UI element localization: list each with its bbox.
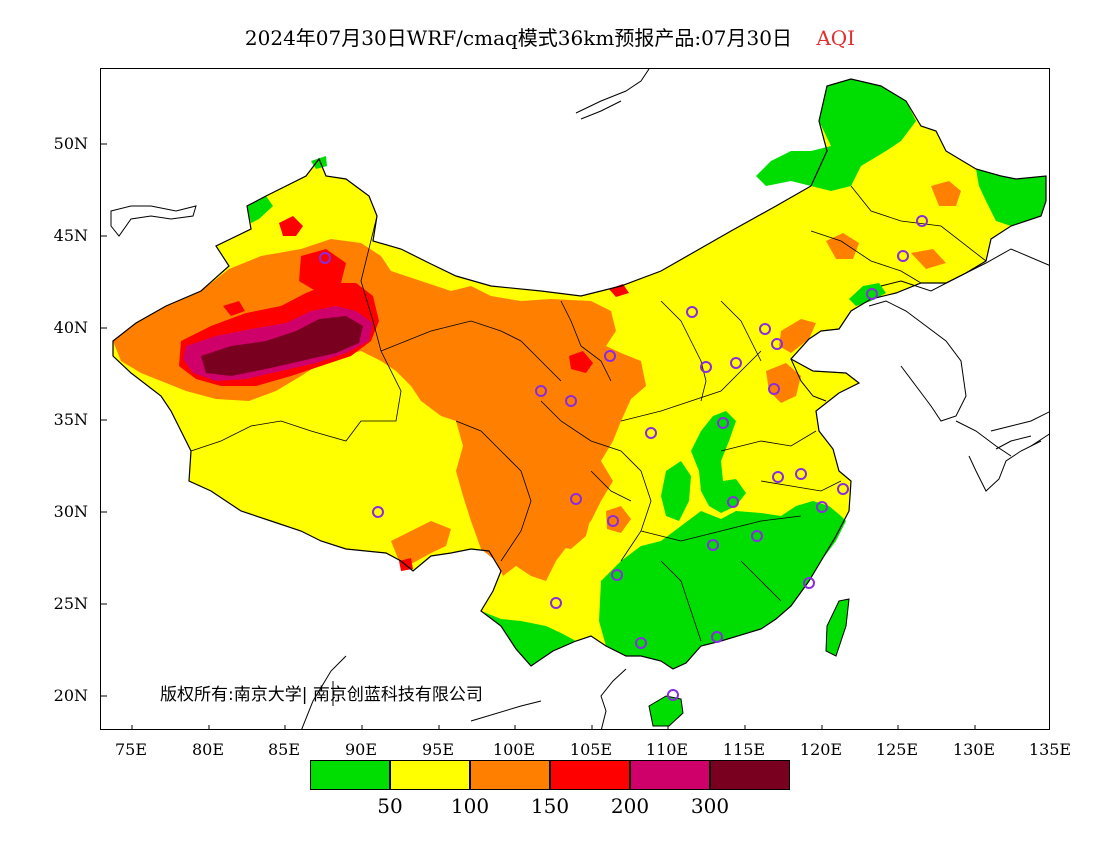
region-usg-northeast-2 <box>826 233 859 259</box>
province-borders <box>190 185 987 642</box>
lon-tick-label: 135E <box>1028 740 1072 759</box>
region-unhealthy-dot-1 <box>279 216 303 236</box>
station-marker <box>916 215 928 227</box>
station-marker <box>751 530 763 542</box>
region-usg-tibet-south <box>391 521 451 563</box>
lon-tick-label: 95E <box>421 740 455 759</box>
region-usg-beijing <box>779 319 816 353</box>
station-marker <box>897 250 909 262</box>
region-unhealthy-dot-3 <box>223 301 245 316</box>
region-usg-inner-mongolia <box>549 319 579 351</box>
region-usg-northeast-3 <box>911 249 946 269</box>
lat-tick-label: 50N <box>53 134 88 153</box>
lon-tick-label: 90E <box>344 740 378 759</box>
lon-tick-label: 105E <box>569 740 613 759</box>
region-unhealthy-north-xj <box>299 249 346 293</box>
legend-swatch-unhealthy <box>550 760 630 790</box>
lat-tick-label: 35N <box>53 410 88 429</box>
lon-tick-label: 125E <box>875 740 919 759</box>
region-good-xinjiang-tip <box>311 156 327 169</box>
lat-tick-label: 30N <box>53 502 88 521</box>
station-marker <box>707 539 719 551</box>
station-marker <box>700 361 712 373</box>
lat-tick-label: 25N <box>53 594 88 613</box>
lat-tick-label: 45N <box>53 226 88 245</box>
lat-tick-label: 20N <box>53 686 88 705</box>
region-unhealthy-dot-2 <box>569 351 593 373</box>
lon-tick-label: 115E <box>722 740 766 759</box>
copyright-text: 版权所有:南京大学| 南京创蓝科技有限公司 <box>160 685 483 705</box>
lat-tick-label: 40N <box>53 318 88 337</box>
lon-tick-label: 110E <box>645 740 689 759</box>
figure-title: 2024年07月30日WRF/cmaq模式36km预报产品:07月30日 AQI <box>0 22 1100 51</box>
station-marker <box>866 288 878 300</box>
region-good-southwest <box>481 611 576 666</box>
station-marker <box>759 323 771 335</box>
region-good-northeast <box>756 79 916 191</box>
lon-tick-label: 130E <box>952 740 996 759</box>
station-marker <box>771 338 783 350</box>
map-frame <box>100 68 1050 730</box>
legend-label: 200 <box>610 794 650 818</box>
lon-tick-label: 100E <box>492 740 536 759</box>
legend-swatch-very-unhealthy <box>630 760 710 790</box>
station-marker <box>768 383 780 395</box>
map-canvas <box>101 69 1049 729</box>
station-marker <box>319 252 331 264</box>
neighbor-coastlines <box>110 69 1049 729</box>
lon-tick-label: 85E <box>267 740 301 759</box>
lon-tick-label: 80E <box>191 740 225 759</box>
station-marker <box>611 569 623 581</box>
region-hazardous <box>201 316 363 376</box>
region-good-central <box>691 411 746 513</box>
title-main: 2024年07月30日WRF/cmaq模式36km预报产品:07月30日 <box>244 26 792 50</box>
legend-swatch-moderate <box>390 760 470 790</box>
station-markers <box>319 215 928 701</box>
station-marker <box>711 631 723 643</box>
station-marker <box>686 306 698 318</box>
region-good-south <box>599 501 846 669</box>
station-marker <box>727 496 739 508</box>
station-marker <box>635 637 647 649</box>
station-marker <box>645 427 657 439</box>
lon-tick-label: 75E <box>114 740 148 759</box>
station-marker <box>550 597 562 609</box>
legend-label: 300 <box>690 794 730 818</box>
lon-tick-label: 120E <box>799 740 843 759</box>
legend-label: 100 <box>450 794 490 818</box>
region-good-far-northeast <box>976 169 1046 226</box>
legend-label: 150 <box>530 794 570 818</box>
station-marker <box>803 577 815 589</box>
station-marker <box>795 468 807 480</box>
station-marker <box>772 471 784 483</box>
legend-swatch-hazardous <box>710 760 790 790</box>
station-marker <box>570 493 582 505</box>
station-marker <box>565 395 577 407</box>
station-marker <box>372 506 384 518</box>
station-marker <box>604 350 616 362</box>
station-marker <box>607 515 619 527</box>
station-marker <box>730 357 742 369</box>
island-hainan <box>648 695 684 727</box>
station-marker <box>717 417 729 429</box>
station-marker <box>816 501 828 513</box>
legend-swatch-good <box>310 760 390 790</box>
title-variable: AQI <box>816 26 856 50</box>
region-good-central-2 <box>661 461 691 521</box>
legend-swatch-usg <box>470 760 550 790</box>
station-marker <box>837 483 849 495</box>
legend-label: 50 <box>377 794 403 818</box>
region-usg-sichuan <box>546 501 591 549</box>
region-usg-northeast <box>931 181 961 206</box>
station-marker <box>535 385 547 397</box>
island-taiwan <box>825 598 850 657</box>
station-marker <box>667 689 679 701</box>
